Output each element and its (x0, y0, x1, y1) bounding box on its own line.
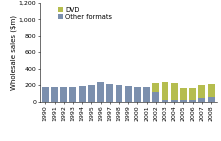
Bar (208, 84, 215, 97)
Bar (69, 87, 76, 102)
Legend: DVD, Other formats: DVD, Other formats (57, 6, 113, 20)
Bar (162, 82, 168, 100)
Bar (143, 87, 150, 102)
Bar (125, 86, 132, 102)
Bar (134, 87, 141, 102)
Bar (162, 100, 168, 102)
Bar (198, 98, 205, 102)
Bar (180, 88, 187, 100)
Bar (42, 87, 49, 102)
Bar (189, 100, 196, 102)
Bar (171, 83, 178, 100)
Bar (88, 85, 95, 102)
Bar (180, 100, 187, 102)
Bar (171, 100, 178, 102)
Bar (97, 82, 104, 102)
Bar (79, 86, 86, 102)
Bar (152, 83, 159, 92)
Bar (189, 88, 196, 100)
Bar (116, 85, 122, 102)
Bar (51, 87, 58, 102)
Y-axis label: Wholesale sales ($m): Wholesale sales ($m) (10, 15, 17, 90)
Bar (60, 87, 67, 102)
Bar (152, 92, 159, 102)
Bar (106, 84, 113, 102)
Bar (208, 97, 215, 102)
Bar (198, 85, 205, 98)
